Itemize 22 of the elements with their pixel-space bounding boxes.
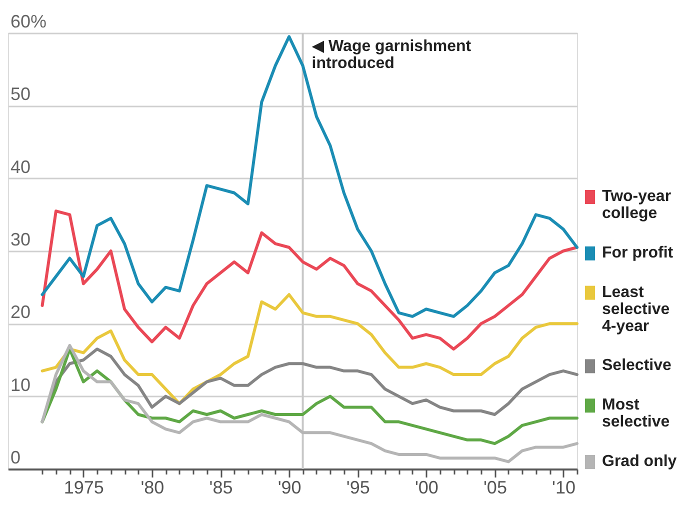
legend-label: For profit: [602, 244, 674, 262]
y-tick-label: 50: [10, 84, 31, 104]
y-tick-label: 60%: [10, 12, 47, 32]
x-tick-label: 1975: [64, 478, 104, 498]
y-tick-label: 20: [10, 302, 31, 322]
legend-label: Two-year college: [602, 188, 672, 222]
x-tick-label: '00: [414, 478, 438, 498]
y-tick-label: 0: [10, 448, 21, 468]
x-tick-label: '95: [346, 478, 370, 498]
y-tick-label: 30: [10, 230, 31, 250]
x-tick-label: '80: [140, 478, 164, 498]
legend-label: Least selective 4-year: [602, 284, 670, 335]
x-tick-label: '05: [484, 478, 507, 498]
legend-label: Grad only: [602, 453, 677, 470]
y-tick-label: 10: [10, 374, 31, 395]
legend-label: Selective: [602, 357, 672, 374]
ref-line-label: ◀ Wage garnishment introduced: [312, 38, 472, 72]
x-tick-label: '85: [209, 478, 233, 498]
x-tick-label: '90: [278, 478, 302, 498]
legend-label: Most selective: [602, 396, 670, 431]
x-tick-label: '10: [552, 478, 576, 498]
y-tick-label: 40: [10, 156, 31, 177]
